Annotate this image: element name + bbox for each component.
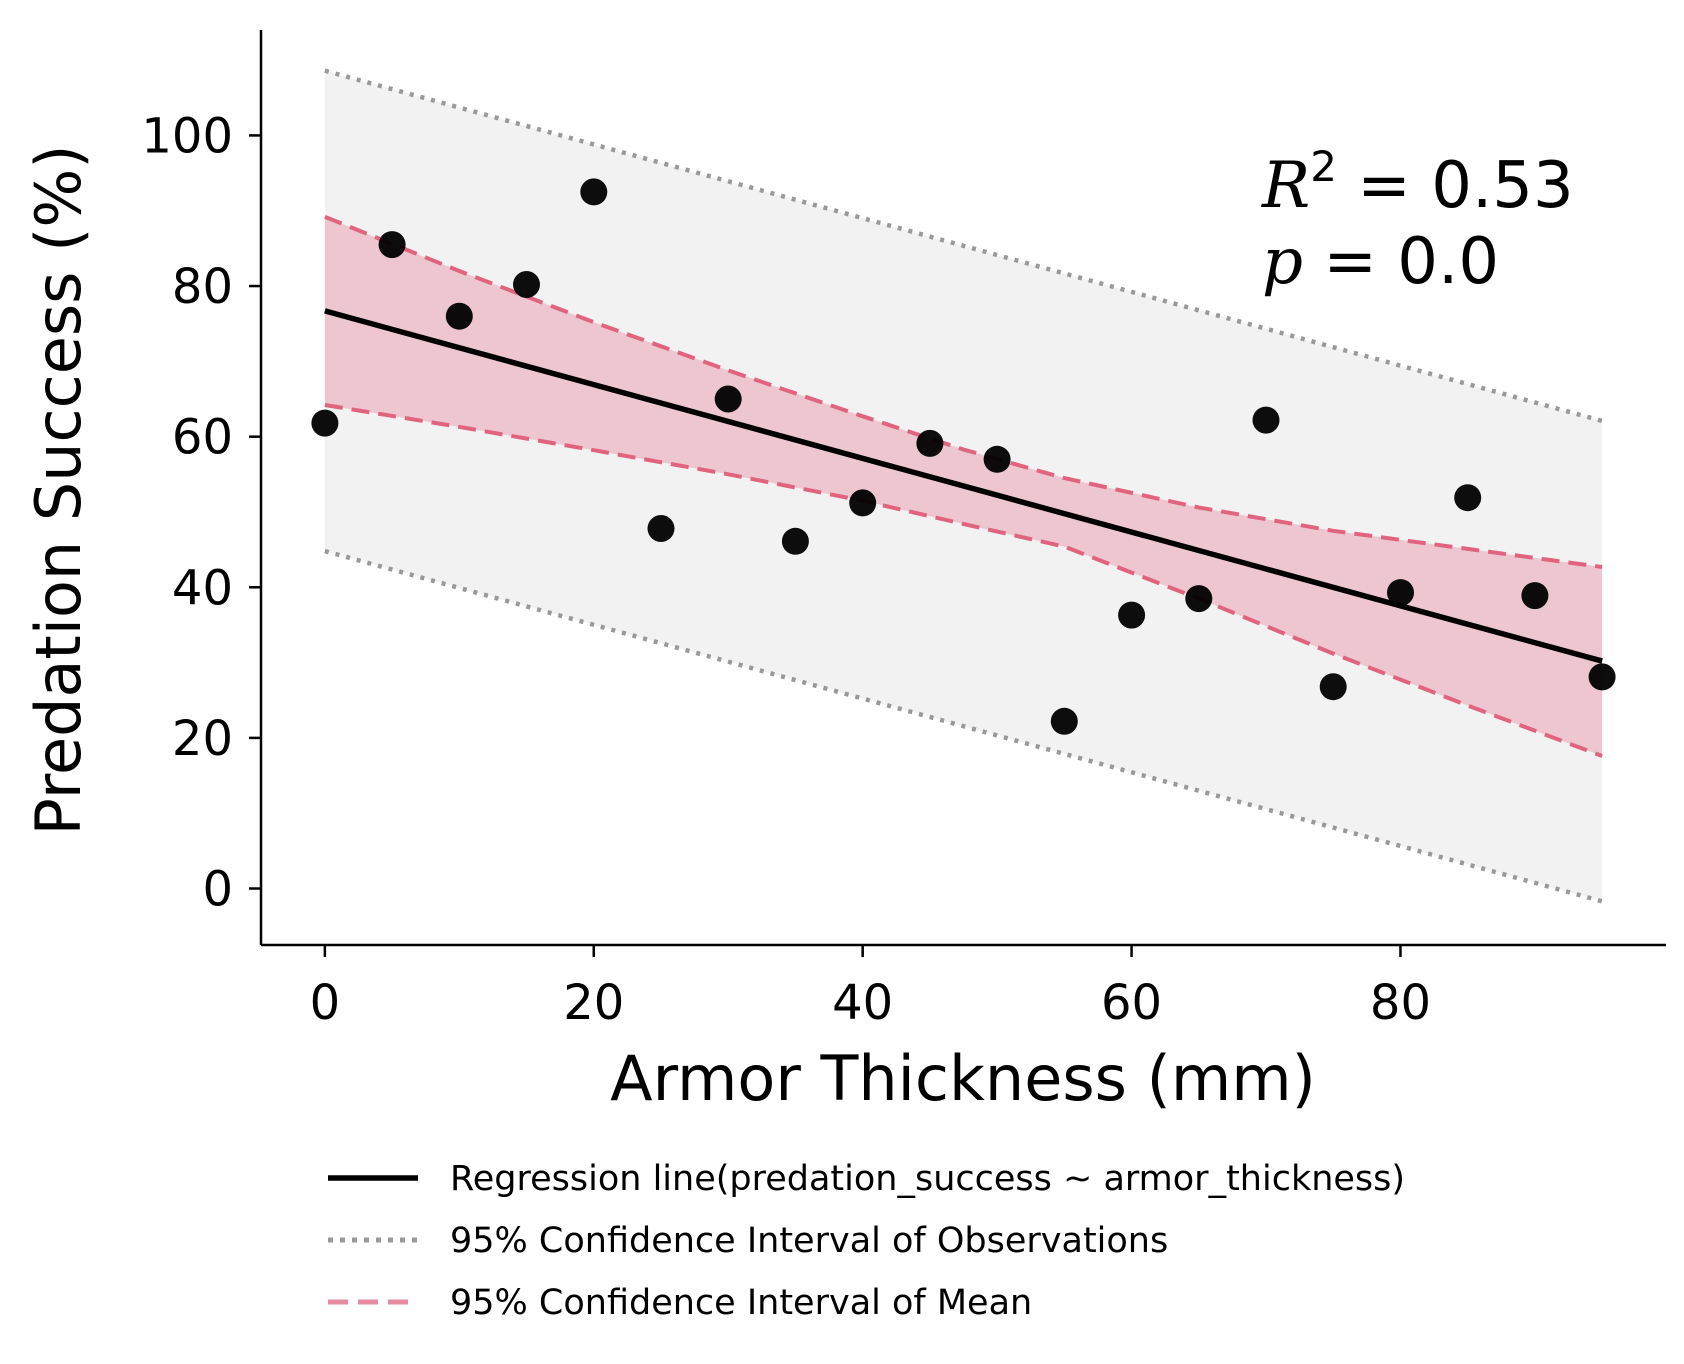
- data-point: [1454, 484, 1482, 512]
- r-squared-annotation: R2 = 0.53: [1261, 142, 1574, 223]
- data-point: [916, 429, 944, 457]
- legend-label-mean-ci: 95% Confidence Interval of Mean: [450, 1283, 1032, 1323]
- data-point: [781, 527, 809, 555]
- y-ticks: 0 20 40 60 80 100: [141, 108, 261, 918]
- r-squared-superscript: 2: [1310, 142, 1337, 191]
- y-tick-label: 0: [202, 862, 233, 918]
- stats-annotation: R2 = 0.53 p = 0.0: [1261, 142, 1574, 299]
- y-tick-label: 60: [172, 410, 233, 466]
- data-point: [378, 231, 406, 259]
- legend-label-obs-ci: 95% Confidence Interval of Observations: [450, 1221, 1168, 1261]
- data-point: [647, 515, 675, 542]
- data-point: [1118, 601, 1146, 629]
- data-point: [1185, 585, 1213, 613]
- y-axis-title: Predation Success (%): [22, 145, 95, 836]
- data-point: [714, 385, 742, 413]
- legend: Regression line(predation_success ~ armo…: [328, 1159, 1405, 1323]
- obs-ci-lower-line: [324, 548, 1603, 904]
- mean-ci-lower-line: [324, 403, 1603, 758]
- regression-line-group: [324, 308, 1603, 664]
- data-point: [311, 409, 339, 437]
- y-tick-label: 40: [172, 560, 233, 616]
- x-tick-label: 60: [1101, 975, 1162, 1031]
- data-point: [983, 445, 1011, 473]
- data-point: [1387, 579, 1414, 607]
- axes: [259, 30, 1666, 947]
- x-tick-label: 20: [563, 975, 624, 1031]
- x-ticks: 0 20 40 60 80: [310, 945, 1431, 1031]
- p-value-annotation: p = 0.0: [1262, 225, 1499, 299]
- data-point: [1050, 707, 1078, 735]
- data-point: [1521, 582, 1549, 610]
- r-symbol: R: [1261, 149, 1310, 223]
- x-tick-label: 0: [310, 975, 341, 1031]
- data-point: [1252, 406, 1280, 434]
- data-point: [1319, 673, 1347, 701]
- data-point: [1588, 663, 1616, 691]
- x-axis-title: Armor Thickness (mm): [610, 1042, 1316, 1115]
- data-point: [445, 302, 473, 330]
- p-symbol: p: [1262, 225, 1303, 299]
- x-tick-label: 40: [832, 975, 893, 1031]
- data-point: [513, 271, 540, 298]
- data-point: [580, 178, 608, 206]
- data-point: [849, 489, 877, 517]
- x-tick-label: 80: [1370, 975, 1431, 1031]
- legend-label-regression: Regression line(predation_success ~ armo…: [450, 1159, 1405, 1199]
- p-value: = 0.0: [1303, 225, 1499, 299]
- y-tick-label: 100: [141, 108, 233, 164]
- y-tick-label: 80: [172, 259, 233, 315]
- y-tick-label: 20: [172, 711, 233, 767]
- regression-line: [324, 308, 1603, 664]
- data-points: [311, 178, 1616, 735]
- r-squared-value: = 0.53: [1337, 149, 1574, 223]
- mean-ci-upper-line: [324, 214, 1603, 569]
- obs-ci-upper-line: [324, 68, 1603, 424]
- band-boundary-lines: [324, 68, 1603, 904]
